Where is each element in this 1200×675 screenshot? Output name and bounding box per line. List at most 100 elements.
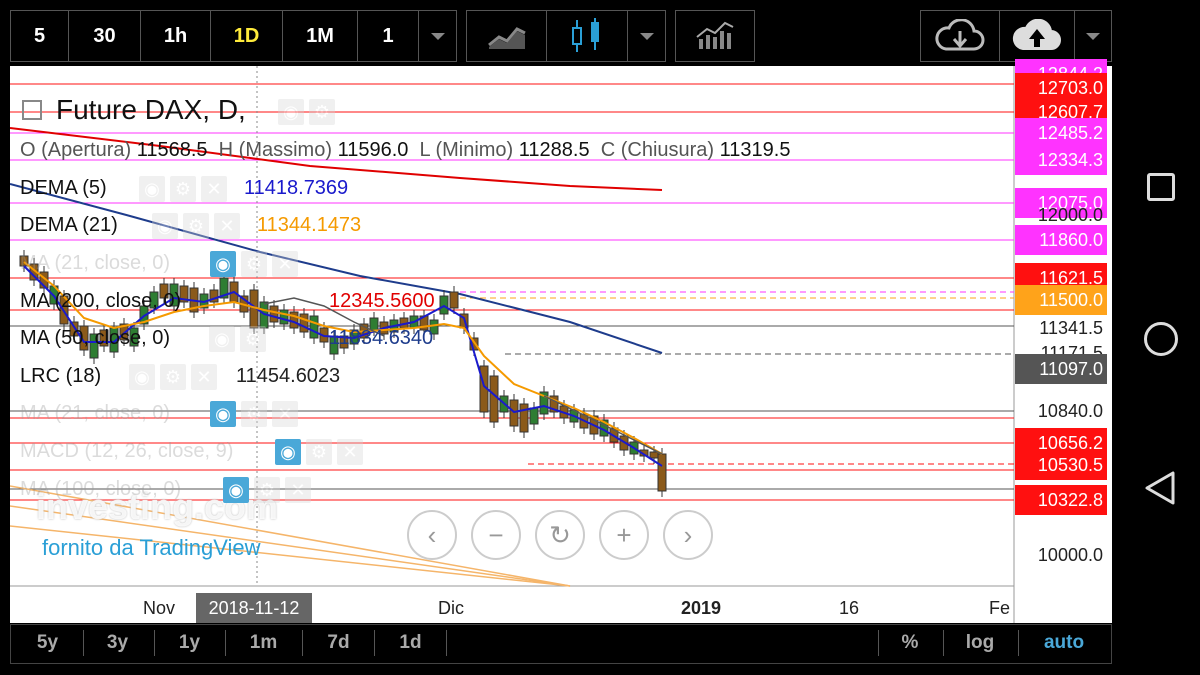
candle-body (449, 291, 459, 309)
candle-body (299, 313, 309, 333)
collapse-legend-checkbox[interactable] (22, 100, 42, 120)
interval-1h-button[interactable]: 1h (140, 10, 211, 62)
gear-icon[interactable]: ⚙ (306, 439, 332, 465)
ma-200-line (10, 127, 663, 191)
divider (446, 630, 447, 656)
visibility-icon[interactable]: ◉ (223, 477, 249, 503)
interval-custom-button[interactable]: 1 (357, 10, 419, 62)
indicator-lrc-18: LRC (18) (20, 365, 102, 387)
cloud-dropdown-button[interactable] (1074, 10, 1112, 62)
candle-body (99, 329, 109, 347)
interval-5-button[interactable]: 5 (10, 10, 69, 62)
range-1d-button[interactable]: 1d (399, 632, 422, 653)
close-icon[interactable]: ✕ (272, 401, 298, 427)
close-icon[interactable]: ✕ (272, 251, 298, 277)
interval-1m-button[interactable]: 1M (282, 10, 358, 62)
auto-scale-button[interactable]: auto (1043, 632, 1085, 653)
close-icon[interactable]: ✕ (285, 477, 311, 503)
close-icon[interactable]: ✕ (191, 364, 217, 390)
gear-icon[interactable]: ⚙ (240, 326, 266, 352)
candle-body (169, 283, 179, 307)
save-layout-button[interactable] (999, 10, 1075, 62)
range-3y-button[interactable]: 3y (106, 632, 129, 653)
candle-body (119, 323, 129, 341)
bottom-bar (10, 624, 1112, 664)
indicators-icon (696, 21, 734, 49)
lrc-line (263, 297, 385, 337)
zoom-out-button[interactable]: − (471, 510, 521, 560)
candle-body (79, 325, 89, 351)
candle-body (549, 395, 559, 413)
visibility-icon[interactable]: ◉ (275, 439, 301, 465)
indicator-ma-21-hidden-2: MA (21, close, 0) (20, 402, 171, 424)
visibility-icon[interactable]: ◉ (278, 99, 304, 125)
price-label: 10322.8 (1015, 485, 1107, 515)
percent-scale-button[interactable]: % (901, 632, 919, 653)
visibility-icon[interactable]: ◉ (210, 401, 236, 427)
price-label: 11500.0 (1015, 285, 1107, 315)
chevron-down-icon (1086, 33, 1100, 40)
candle-body (209, 289, 219, 303)
channel-line (10, 485, 571, 587)
scroll-right-button[interactable]: › (663, 510, 713, 560)
candlestick-chart-button[interactable] (546, 10, 628, 62)
price-label: 10000.0 (1037, 544, 1103, 565)
range-1y-button[interactable]: 1y (178, 632, 201, 653)
candle-body (159, 283, 169, 299)
reset-button[interactable]: ↻ (535, 510, 585, 560)
visibility-icon[interactable]: ◉ (210, 251, 236, 277)
indicator-macd-hidden: MACD (12, 26, close, 9) (20, 440, 234, 462)
gear-icon[interactable]: ⚙ (254, 477, 280, 503)
candle-body (129, 327, 139, 347)
candle-body (219, 277, 229, 299)
gear-icon[interactable]: ⚙ (309, 99, 335, 125)
range-7d-button[interactable]: 7d (327, 632, 350, 653)
divider (83, 630, 84, 656)
back-button[interactable] (1143, 470, 1177, 506)
cloud-upload-icon (1012, 19, 1061, 50)
x-tick-nov: Nov (143, 598, 176, 618)
lrc-line (543, 395, 663, 455)
close-icon[interactable]: ✕ (214, 213, 240, 239)
line-chart-button[interactable] (466, 10, 547, 62)
recent-apps-button[interactable] (1147, 173, 1175, 201)
indicator-value: 12345.5600 (329, 290, 435, 312)
candle-body (69, 321, 79, 337)
divider (225, 630, 226, 656)
price-label: 11341.5 (1039, 317, 1103, 338)
range-5y-button[interactable]: 5y (36, 632, 59, 653)
chart-type-dropdown-button[interactable] (627, 10, 666, 62)
visibility-icon[interactable]: ◉ (152, 213, 178, 239)
gear-icon[interactable]: ⚙ (183, 213, 209, 239)
close-icon[interactable]: ✕ (201, 176, 227, 202)
gear-icon[interactable]: ⚙ (241, 401, 267, 427)
visibility-icon[interactable]: ◉ (209, 326, 235, 352)
chevron-down-icon (640, 33, 654, 40)
indicator-ma-100-hidden: MA (100, close, 0) (20, 478, 182, 500)
candle-body (309, 315, 319, 339)
gear-icon[interactable]: ⚙ (241, 251, 267, 277)
candle-body (649, 451, 659, 459)
chevron-down-icon (431, 33, 445, 40)
zoom-in-button[interactable]: + (599, 510, 649, 560)
scroll-left-button[interactable]: ‹ (407, 510, 457, 560)
candle-body (89, 333, 99, 359)
visibility-icon[interactable]: ◉ (129, 364, 155, 390)
gear-icon[interactable]: ⚙ (160, 364, 186, 390)
x-tick-feb: Fe (989, 598, 1011, 618)
load-layout-button[interactable] (920, 10, 1000, 62)
candle-body (289, 311, 299, 329)
candle-body (269, 305, 279, 323)
log-scale-button[interactable]: log (965, 632, 995, 653)
interval-1d-button[interactable]: 1D (210, 10, 283, 62)
price-chart[interactable] (10, 66, 1112, 623)
home-button[interactable] (1144, 322, 1178, 356)
interval-30-button[interactable]: 30 (68, 10, 141, 62)
gear-icon[interactable]: ⚙ (170, 176, 196, 202)
indicator-value: 11454.6023 (236, 365, 341, 387)
indicators-button[interactable] (675, 10, 755, 62)
visibility-icon[interactable]: ◉ (139, 176, 165, 202)
close-icon[interactable]: ✕ (337, 439, 363, 465)
interval-dropdown-button[interactable] (418, 10, 457, 62)
range-1m-button[interactable]: 1m (249, 632, 278, 653)
